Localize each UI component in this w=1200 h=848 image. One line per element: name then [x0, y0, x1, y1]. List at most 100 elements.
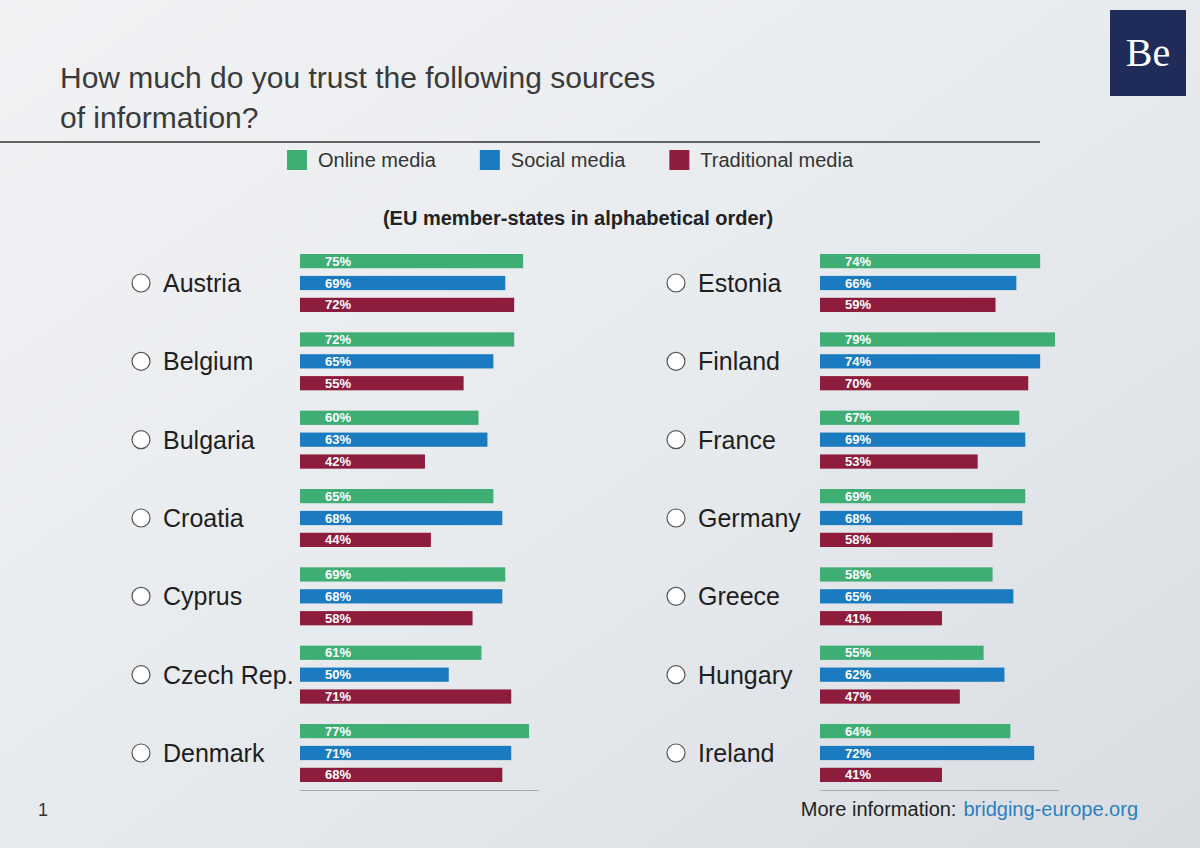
- flag-marker: [667, 431, 685, 449]
- category-label: Greece: [698, 582, 780, 610]
- category-label: Ireland: [698, 739, 774, 767]
- x-axis: [821, 790, 1059, 791]
- data-label: 62%: [845, 667, 871, 682]
- data-label: 68%: [325, 589, 351, 604]
- data-label: 77%: [325, 724, 351, 739]
- bar: [820, 589, 1013, 603]
- data-label: 69%: [845, 432, 871, 447]
- bar: [820, 646, 984, 660]
- category-label: Bulgaria: [163, 426, 255, 454]
- legend-swatch: [669, 150, 689, 170]
- data-label: 68%: [325, 767, 351, 782]
- data-label: 58%: [845, 532, 871, 547]
- data-label: 71%: [325, 746, 351, 761]
- data-label: 44%: [325, 532, 351, 547]
- flag-marker: [667, 274, 685, 292]
- category-label: Cyprus: [163, 582, 242, 610]
- flag-marker: [667, 509, 685, 527]
- bar: [300, 433, 487, 447]
- data-label: 69%: [325, 567, 351, 582]
- category-label: France: [698, 426, 776, 454]
- category-label: Finland: [698, 347, 780, 375]
- panel: EstoniaFinlandFranceGermanyGreeceHungary…: [667, 254, 1059, 791]
- bar: [300, 354, 493, 368]
- panel: AustriaBelgiumBulgariaCroatiaCyprusCzech…: [132, 254, 539, 791]
- flag-marker: [132, 744, 150, 762]
- chart-canvas: How much do you trust the following sour…: [0, 0, 1200, 848]
- legend-label: Online media: [318, 149, 437, 171]
- bar: [300, 533, 431, 547]
- bar: [820, 689, 960, 703]
- data-label: 58%: [845, 567, 871, 582]
- bar: [300, 376, 464, 390]
- data-label: 55%: [325, 376, 351, 391]
- data-label: 60%: [325, 410, 351, 425]
- title-rule: [0, 141, 1040, 143]
- data-label: 63%: [325, 432, 351, 447]
- data-label: 65%: [325, 489, 351, 504]
- data-label: 68%: [845, 511, 871, 526]
- bar: [300, 454, 425, 468]
- bar: [820, 611, 942, 625]
- bars: [820, 254, 1055, 782]
- data-label: 41%: [845, 767, 871, 782]
- flag-marker: [132, 509, 150, 527]
- bar: [300, 589, 502, 603]
- data-label: 74%: [845, 254, 871, 269]
- data-labels: 75%72%60%65%69%61%77%69%65%63%68%68%50%7…: [325, 254, 351, 783]
- data-label: 69%: [325, 276, 351, 291]
- bar: [300, 489, 493, 503]
- data-label: 64%: [845, 724, 871, 739]
- bar: [820, 533, 993, 547]
- data-label: 47%: [845, 689, 871, 704]
- bar: [820, 668, 1004, 682]
- flag-marker: [132, 666, 150, 684]
- category-label: Croatia: [163, 504, 244, 532]
- flag-marker: [667, 352, 685, 370]
- bar: [820, 567, 993, 581]
- bar: [300, 254, 523, 268]
- bar: [820, 511, 1022, 525]
- data-label: 55%: [845, 645, 871, 660]
- data-label: 50%: [325, 667, 351, 682]
- x-axis: [301, 790, 539, 791]
- bar: [820, 433, 1025, 447]
- data-labels: 74%79%67%69%58%55%64%66%74%69%68%65%62%7…: [845, 254, 871, 783]
- bar: [820, 354, 1040, 368]
- data-label: 72%: [325, 332, 351, 347]
- data-label: 58%: [325, 611, 351, 626]
- data-label: 65%: [325, 354, 351, 369]
- title-line: How much do you trust the following sour…: [60, 61, 655, 94]
- title-line: of information?: [60, 101, 258, 134]
- bar: [820, 489, 1025, 503]
- x-axis-line: [821, 790, 1059, 791]
- flag-marker: [132, 352, 150, 370]
- data-label: 42%: [325, 454, 351, 469]
- bar: [820, 768, 942, 782]
- bar: [300, 276, 505, 290]
- data-label: 41%: [845, 611, 871, 626]
- legend-swatch: [287, 150, 307, 170]
- bar: [300, 689, 511, 703]
- bar: [300, 746, 511, 760]
- logo-text: Be: [1126, 30, 1170, 75]
- data-label: 70%: [845, 376, 871, 391]
- bar: [300, 567, 505, 581]
- flag-marker: [132, 587, 150, 605]
- subtitle: (EU member-states in alphabetical order): [383, 207, 773, 229]
- data-label: 72%: [845, 746, 871, 761]
- x-axis-line: [301, 790, 539, 791]
- flag-marker: [132, 274, 150, 292]
- bar: [300, 298, 514, 312]
- bar: [300, 611, 473, 625]
- flag-marker: [667, 666, 685, 684]
- bar: [300, 646, 481, 660]
- bar: [300, 768, 502, 782]
- bar: [300, 332, 514, 346]
- data-label: 72%: [325, 297, 351, 312]
- data-label: 61%: [325, 645, 351, 660]
- data-label: 68%: [325, 511, 351, 526]
- bar: [300, 511, 502, 525]
- page-number: 1: [38, 800, 48, 820]
- bar: [820, 254, 1040, 268]
